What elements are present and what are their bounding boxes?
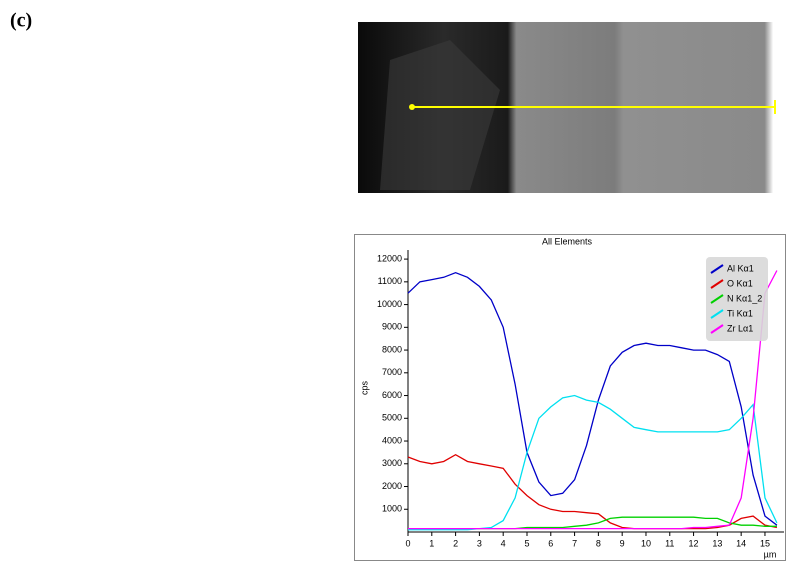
legend-label: Zr Lα1 [727,323,753,333]
y-tick-label: 4000 [382,435,402,445]
x-axis-label: µm [764,549,777,559]
x-tick-label: 8 [596,538,601,548]
scan-start [409,104,415,110]
y-tick-label: 3000 [382,458,402,468]
x-tick-label: 9 [620,538,625,548]
y-tick-label: 11000 [378,276,402,286]
x-tick-label: 10 [641,538,651,548]
sem-grain [380,40,500,190]
legend-swatch [710,264,724,274]
x-tick-label: 3 [477,538,482,548]
panel-label: (c) [10,10,32,32]
x-tick-label: 0 [405,538,410,548]
legend-box [706,257,768,341]
x-tick-label: 6 [548,538,553,548]
y-axis-label: cps [359,381,369,396]
x-tick-label: 13 [712,538,722,548]
x-tick-label: 5 [524,538,529,548]
legend-label: Al Kα1 [727,263,754,273]
series-line [408,394,778,531]
y-tick-label: 10000 [377,299,402,309]
legend-swatch [710,309,724,319]
y-tick-label: 12000 [377,253,402,263]
x-tick-label: 15 [760,538,770,548]
x-tick-label: 1 [429,538,434,548]
legend-label: Ti Kα1 [727,308,753,318]
y-tick-label: 8000 [382,344,402,354]
chart-title: All Elements [542,236,593,246]
y-tick-label: 1000 [382,504,402,514]
x-tick-label: 14 [736,538,746,548]
legend-swatch [710,294,724,304]
x-tick-label: 12 [689,538,699,548]
x-tick-label: 11 [665,538,674,548]
y-tick-label: 5000 [382,413,402,423]
y-tick-label: 9000 [382,322,402,332]
series-line [408,270,778,530]
legend-label: O Kα1 [727,278,753,288]
y-tick-label: 6000 [382,390,402,400]
x-tick-label: 7 [572,538,577,548]
y-tick-label: 7000 [382,367,402,377]
legend-label: N Kα1_2 [727,293,762,303]
series-line [407,453,778,530]
x-tick-label: 4 [501,538,506,548]
series-line [407,272,778,526]
legend-swatch [710,324,724,334]
x-tick-label: 2 [453,538,458,548]
legend-swatch [710,279,724,289]
y-tick-label: 2000 [382,481,402,491]
